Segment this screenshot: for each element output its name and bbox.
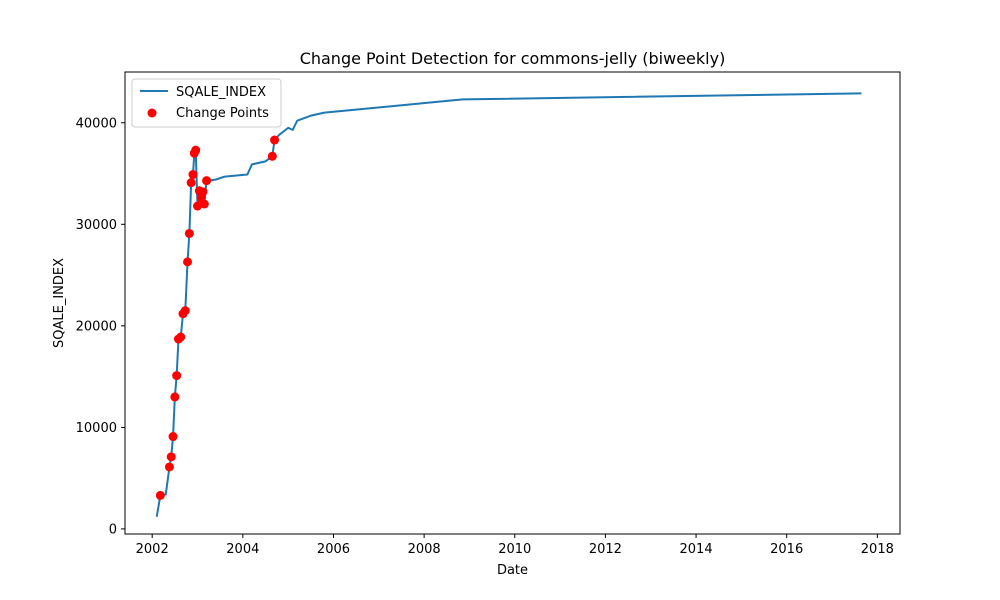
change-point-marker <box>199 199 209 209</box>
change-point-marker <box>166 452 176 462</box>
change-point-marker <box>186 178 196 188</box>
x-tick-label: 2008 <box>408 542 441 557</box>
x-tick-label: 2002 <box>136 542 169 557</box>
change-point-marker <box>270 135 280 145</box>
change-point-marker <box>155 490 165 500</box>
y-tick-label: 0 <box>109 522 117 537</box>
change-point-marker <box>267 151 277 161</box>
change-point-marker <box>164 462 174 472</box>
legend: SQALE_INDEX Change Points <box>131 78 282 128</box>
change-point-marker <box>172 371 182 381</box>
legend-label-sqale: SQALE_INDEX <box>176 85 266 100</box>
x-tick-label: 2004 <box>226 542 259 557</box>
legend-box <box>131 78 282 128</box>
legend-label-change-points: Change Points <box>176 106 269 121</box>
y-tick-label: 40000 <box>76 116 117 131</box>
change-point-marker <box>188 170 198 180</box>
change-point-marker <box>198 187 208 197</box>
x-tick-label: 2016 <box>770 542 803 557</box>
y-tick-label: 10000 <box>76 421 117 436</box>
y-tick-label: 20000 <box>76 319 117 334</box>
x-tick-label: 2018 <box>861 542 894 557</box>
change-point-marker <box>191 145 201 155</box>
chart-title: Change Point Detection for commons-jelly… <box>300 49 726 68</box>
change-point-marker <box>193 201 203 211</box>
change-point-marker <box>170 392 180 402</box>
change-point-marker <box>168 432 178 442</box>
axes-frame <box>124 71 901 535</box>
change-point-marker <box>180 306 190 316</box>
y-tick-label: 30000 <box>76 218 117 233</box>
x-tick-label: 2010 <box>498 542 531 557</box>
x-axis-label: Date <box>497 563 528 578</box>
x-tick-label: 2012 <box>589 542 622 557</box>
y-axis: 0 10000 20000 30000 40000 <box>76 116 125 537</box>
change-point-marker <box>184 228 194 238</box>
x-axis: 2002 2004 2006 2008 2010 2012 2014 2016 2018 <box>136 534 894 557</box>
plot-area <box>155 92 862 517</box>
change-point-marker <box>176 332 186 342</box>
y-axis-label: SQALE_INDEX <box>52 258 67 348</box>
legend-marker-swatch <box>147 108 157 118</box>
change-point-marker <box>183 257 193 267</box>
x-tick-label: 2014 <box>680 542 713 557</box>
change-point-marker <box>202 176 212 186</box>
x-tick-label: 2006 <box>317 542 350 557</box>
